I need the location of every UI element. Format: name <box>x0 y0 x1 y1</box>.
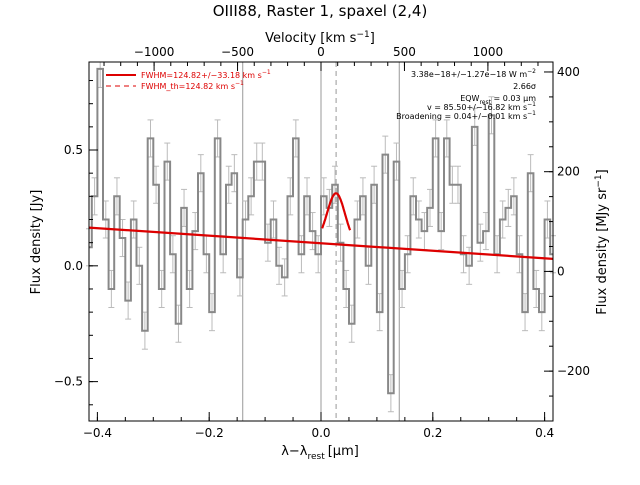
spectrum-step-line <box>89 67 553 395</box>
annotation-broadening: Broadening = 0.04+/−0.01 km s−1 <box>396 110 536 121</box>
x-tick-label: 0.0 <box>311 426 330 440</box>
right-tick-label: 400 <box>557 65 580 79</box>
annotation-velocity: v = 85.50+/−16.82 km s−1 <box>427 101 536 112</box>
chart-title: OIII88, Raster 1, spaxel (2,4) <box>213 2 428 20</box>
top-axis-label: Velocity [km s−1] <box>265 30 375 46</box>
legend: FWHM=124.82+/−33.18 km s−1 FWHM_th=124.8… <box>106 69 271 91</box>
legend-fit-label: FWHM=124.82+/−33.18 km s−1 <box>141 69 271 80</box>
right-tick-label: −200 <box>557 364 590 378</box>
fit-series <box>88 192 554 260</box>
annotation-sigma: 2.66σ <box>513 82 536 91</box>
y-tick-label: 0.5 <box>64 143 83 157</box>
spectrum-series <box>89 67 553 395</box>
top-tick-label: 1000 <box>473 45 504 59</box>
legend-th-label: FWHM_th=124.82 km s−1 <box>141 80 244 91</box>
x-tick-label: 0.2 <box>423 426 442 440</box>
top-tick-label: 500 <box>393 45 416 59</box>
right-tick-label: 0 <box>557 264 565 278</box>
top-tick-label: −500 <box>221 45 254 59</box>
fit-annotations: 3.38e−18+/−1.27e−18 W m−2 2.66σ EQWrest … <box>396 68 536 121</box>
top-tick-label: 0 <box>317 45 325 59</box>
annotation-flux: 3.38e−18+/−1.27e−18 W m−2 <box>411 68 536 79</box>
x-tick-label: −0.4 <box>83 426 112 440</box>
y-tick-label: 0.0 <box>64 259 83 273</box>
axis-ticks: −0.4 −0.2 0.0 0.2 0.4 −1000 −500 0 500 1000 −0.5 0.… <box>54 45 590 440</box>
right-axis-label: Flux density [MJy sr−1] <box>594 169 610 314</box>
y-tick-label: −0.5 <box>54 375 83 389</box>
continuum-fit-line <box>88 226 554 260</box>
annotation-eqw: EQWrest = 0.03 μm <box>460 94 536 106</box>
right-tick-label: 200 <box>557 165 580 179</box>
x-axis-label: λ−λrest [μm] <box>281 444 359 462</box>
x-tick-label: −0.2 <box>195 426 224 440</box>
gaussian-fit-line <box>321 192 352 231</box>
x-tick-label: 0.4 <box>535 426 554 440</box>
top-tick-label: −1000 <box>134 45 175 59</box>
y-axis-label: Flux density [Jy] <box>29 190 44 295</box>
